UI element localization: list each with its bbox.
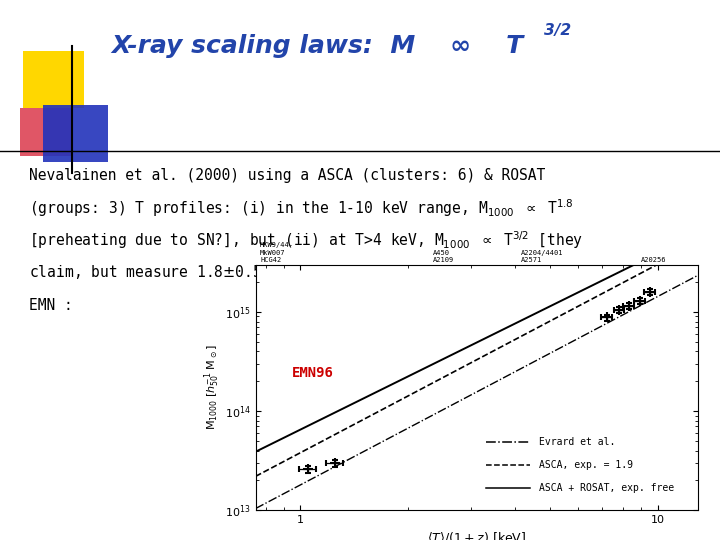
Text: A2204/4401
A2571: A2204/4401 A2571 xyxy=(521,250,564,264)
Bar xyxy=(20,108,72,156)
Y-axis label: M$_{1000}$ [$h_{50}^{-1}$ M$_\odot$]: M$_{1000}$ [$h_{50}^{-1}$ M$_\odot$] xyxy=(202,345,222,430)
Text: EMN96: EMN96 xyxy=(292,366,334,380)
Text: MKW9/44-
MkW007
HCG42: MKW9/44- MkW007 HCG42 xyxy=(260,242,294,264)
Text: Nevalainen et al. (2000) using a ASCA (clusters: 6) & ROSAT: Nevalainen et al. (2000) using a ASCA (c… xyxy=(29,168,545,183)
Text: (groups: 3) T profiles: (i) in the 1-10 keV range, M$_{1000}$ $\propto$ T$^{1.8}: (groups: 3) T profiles: (i) in the 1-10 … xyxy=(29,197,573,219)
Text: A20256: A20256 xyxy=(641,258,666,264)
Text: claim, but measure 1.8$\pm$0.5 at 90%...] &  norm 50% [!!!] lower than: claim, but measure 1.8$\pm$0.5 at 90%...… xyxy=(29,264,614,281)
Bar xyxy=(23,51,84,108)
Bar xyxy=(43,105,108,162)
Text: EMN :: EMN : xyxy=(29,298,73,313)
Text: 3/2: 3/2 xyxy=(544,23,571,38)
X-axis label: $\langle T\rangle/(1+z)$ [keV]: $\langle T\rangle/(1+z)$ [keV] xyxy=(428,531,526,540)
Text: ASCA, exp. = 1.9: ASCA, exp. = 1.9 xyxy=(539,460,633,470)
Text: Evrard et al.: Evrard et al. xyxy=(539,436,616,447)
Text: [preheating due to SN?], but (ii) at T>4 keV, M$_{1000}$ $\propto$ T$^{3/2}$ [th: [preheating due to SN?], but (ii) at T>4… xyxy=(29,230,583,251)
Text: ASCA + ROSAT, exp. free: ASCA + ROSAT, exp. free xyxy=(539,483,674,493)
Text: A450
A2109: A450 A2109 xyxy=(433,250,454,264)
Text: X-ray scaling laws:  M    ∞    T: X-ray scaling laws: M ∞ T xyxy=(112,34,523,58)
